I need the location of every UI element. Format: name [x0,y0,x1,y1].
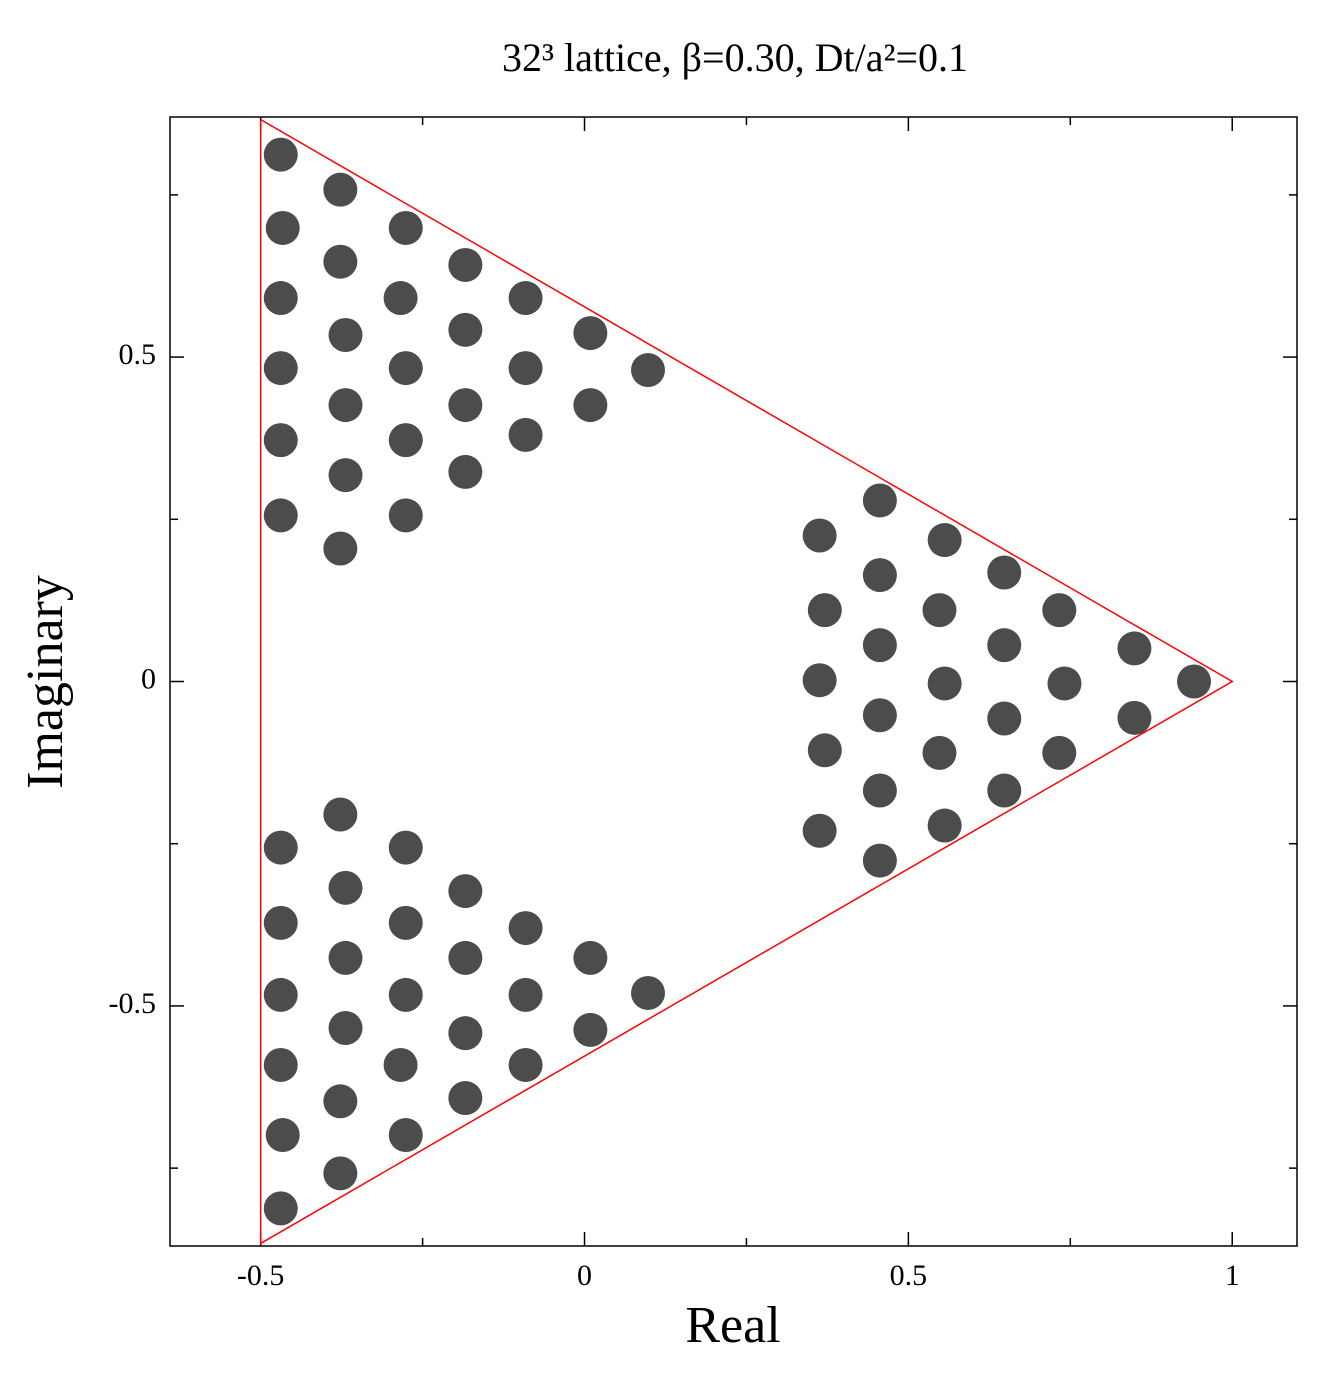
point-cluster [987,628,1022,663]
point-cluster [448,454,483,489]
point-cluster [862,483,897,518]
point-cluster [1117,700,1152,735]
point-cluster [508,911,543,946]
point-cluster [802,813,837,848]
point-cluster [388,1118,423,1153]
point-cluster [263,351,298,386]
point-cluster [631,353,666,388]
y-tick-label: 0 [141,662,156,695]
point-cluster [383,1047,418,1082]
x-axis-label: Real [685,1297,780,1354]
point-cluster [508,977,543,1012]
point-cluster [631,975,666,1010]
point-cluster [927,666,962,701]
point-cluster [807,593,842,628]
point-cluster [573,1012,608,1047]
point-cluster [508,417,543,452]
point-cluster [448,1081,483,1116]
point-cluster [388,351,423,386]
point-cluster [1177,664,1212,699]
point-cluster [263,977,298,1012]
point-cluster [573,940,608,975]
point-cluster [448,247,483,282]
point-cluster [328,458,363,493]
x-tick-label: 0 [577,1259,592,1292]
point-cluster [323,797,358,832]
point-cluster [265,210,300,245]
x-tick-label: 0.5 [890,1259,928,1292]
point-cluster [263,498,298,533]
y-axis-label: Imaginary [17,575,74,789]
point-cluster [448,388,483,423]
point-cluster [807,733,842,768]
point-cluster [573,388,608,423]
point-cluster [265,1118,300,1153]
point-cluster [862,773,897,808]
point-cluster [263,137,298,172]
point-cluster [388,423,423,458]
point-cluster [1047,666,1082,701]
point-cluster [922,735,957,770]
x-tick-label: 1 [1225,1259,1240,1292]
point-cluster [263,905,298,940]
point-cluster [323,1084,358,1119]
point-cluster [323,531,358,566]
point-cluster [388,498,423,533]
point-cluster [508,351,543,386]
point-cluster [328,940,363,975]
point-cluster [1117,631,1152,666]
point-cluster [328,388,363,423]
point-cluster [448,940,483,975]
point-cluster [1042,735,1077,770]
point-cluster [448,874,483,909]
point-cluster [388,977,423,1012]
point-cluster [802,663,837,698]
point-cluster [263,1047,298,1082]
y-tick-label: -0.5 [109,987,157,1020]
point-cluster [323,1156,358,1191]
point-cluster [573,316,608,351]
x-tick-label: -0.5 [237,1259,285,1292]
point-cluster [388,210,423,245]
point-cluster [802,518,837,553]
point-cluster [927,808,962,843]
point-cluster [263,281,298,316]
point-cluster [383,281,418,316]
y-tick-label: 0.5 [119,338,157,371]
point-cluster [987,773,1022,808]
plot-frame [169,116,1298,1247]
point-cluster [448,1016,483,1051]
point-cluster [328,318,363,353]
point-cluster [328,1010,363,1045]
boundary-line [259,118,1234,1245]
point-cluster [987,701,1022,736]
point-cluster [862,628,897,663]
point-cluster [927,523,962,558]
point-cluster [987,555,1022,590]
point-cluster [323,172,358,207]
point-cluster [448,312,483,347]
point-cluster [508,1047,543,1082]
point-cluster [508,281,543,316]
point-cluster [388,830,423,865]
point-cluster [862,558,897,593]
point-cluster [862,698,897,733]
point-cluster [862,843,897,878]
point-cluster [323,244,358,279]
point-cluster [1042,593,1077,628]
point-cluster [922,593,957,628]
point-cluster [263,1191,298,1226]
point-cluster [263,423,298,458]
point-cluster [263,830,298,865]
point-cluster [328,870,363,905]
point-cluster [388,905,423,940]
chart-title: 32³ lattice, β=0.30, Dt/a²=0.1 [502,35,968,80]
